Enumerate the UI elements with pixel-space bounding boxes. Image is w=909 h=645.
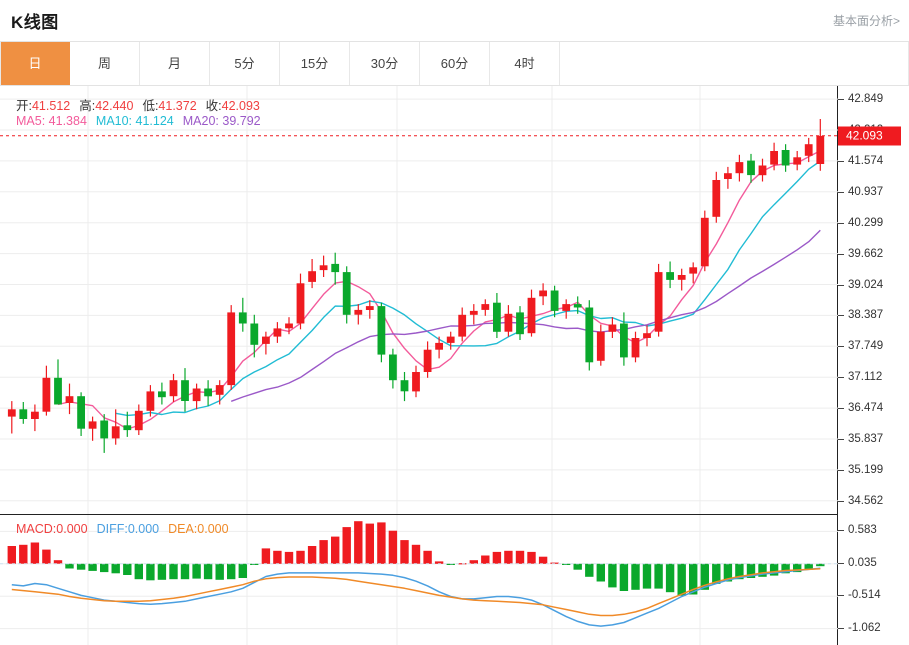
price-tick-label: 40.937 [848, 185, 884, 198]
macd-pane[interactable]: MACD:0.000 DIFF:0.000 DEA:0.000 [0, 514, 838, 645]
last-price-badge: 42.093 [838, 126, 901, 146]
price-axis: 42.84942.21241.57440.93740.29939.66239.0… [838, 86, 909, 514]
price-tick-label: 41.574 [848, 154, 884, 167]
tabbar-filler [560, 42, 909, 85]
macd-tick-label: -0.514 [848, 589, 881, 602]
ma10-label: MA10: [95, 114, 133, 128]
price-tickmark [838, 284, 844, 286]
price-tick-label: 40.299 [848, 216, 884, 229]
price-tickmark [838, 408, 844, 410]
price-tickmark [838, 439, 844, 440]
macd-tickmark [838, 595, 844, 597]
ma5-value: 41.384 [48, 114, 87, 128]
low-value: 41.372 [158, 99, 197, 113]
price-tickmark [838, 469, 844, 471]
high-value: 42.440 [95, 99, 134, 113]
macd-value: 0.000 [56, 522, 88, 536]
price-tickmark [838, 191, 844, 193]
price-tickmark [838, 99, 844, 101]
price-tickmark [838, 500, 844, 502]
tab-1[interactable]: 周 [70, 42, 140, 85]
price-tickmark [838, 346, 844, 348]
diff-label: DIFF: [96, 522, 128, 536]
dea-value: 0.000 [197, 522, 229, 536]
diff-value: 0.000 [127, 522, 160, 536]
price-tick-label: 35.837 [848, 433, 884, 445]
page-title: K线图 [11, 13, 59, 32]
tab-7[interactable]: 4时 [490, 42, 560, 85]
ma-readout: MA5: 41.384 MA10: 41.124 MA20: 39.792 [16, 114, 261, 128]
price-tick-label: 38.387 [848, 309, 884, 322]
ma5-label: MA5: [16, 114, 46, 128]
high-label: 高: [79, 99, 96, 113]
macd-tick-label: 0.035 [848, 556, 877, 569]
tab-5[interactable]: 30分 [350, 42, 420, 85]
macd-tickmark [838, 627, 844, 629]
macd-tick-label: 0.583 [848, 524, 877, 537]
macd-axis: 0.583 0.035 -0.514 -1.062 [838, 514, 909, 645]
tab-3[interactable]: 5分 [210, 42, 280, 85]
open-label: 开: [16, 99, 32, 113]
dea-label: DEA: [168, 522, 198, 536]
price-tickmark [838, 222, 844, 224]
ma20-label: MA20: [182, 114, 219, 128]
chart-area: 开:41.512 高:42.440 低:41.372 收:42.093 MA5: 41… [0, 86, 909, 645]
ma10-value: 41.124 [135, 114, 174, 128]
price-tick-label: 37.112 [848, 371, 883, 384]
close-value: 42.093 [221, 99, 260, 113]
tab-6[interactable]: 60分 [420, 42, 490, 85]
timeframe-tabbar: 日周月 5分 15分 30分 60分 4时 [0, 42, 909, 86]
price-tick-label: 35.199 [848, 463, 884, 476]
tab-0[interactable]: 日 [0, 42, 70, 85]
price-tick-label: 37.749 [848, 340, 884, 353]
price-tick-label: 39.662 [848, 247, 884, 260]
tab-2[interactable]: 月 [140, 42, 210, 85]
open-value: 41.512 [31, 99, 71, 113]
price-tick-label: 34.562 [848, 494, 884, 507]
close-label: 收: [205, 99, 222, 113]
price-pane[interactable]: 开:41.512 高:42.440 低:41.372 收:42.093 MA5: 41… [0, 86, 838, 514]
price-tickmark [838, 377, 844, 379]
tab-4[interactable]: 15分 [280, 42, 350, 85]
price-tickmark [838, 315, 844, 317]
quote-readout: 开:41.512 高:42.440 低:41.372 收:42.093 [16, 95, 260, 114]
macd-tickmark [838, 530, 844, 532]
low-label: 低: [142, 99, 159, 113]
macd-label: MACD: [16, 522, 57, 536]
ma20-value: 39.792 [222, 114, 261, 128]
fundamental-analysis-link[interactable]: 基本面分析> [832, 14, 900, 28]
price-tickmark [838, 253, 844, 255]
price-tick-label: 39.024 [848, 278, 884, 291]
price-tick-label: 36.474 [848, 402, 884, 415]
price-tickmark [838, 160, 844, 162]
macd-tick-label: -1.062 [848, 621, 881, 634]
macd-readout: MACD:0.000 DIFF:0.000 DEA:0.000 [16, 522, 229, 536]
macd-tickmark [838, 562, 844, 564]
price-tick-label: 42.849 [848, 93, 884, 106]
page-header: K线图 基本面分析> [0, 0, 909, 42]
